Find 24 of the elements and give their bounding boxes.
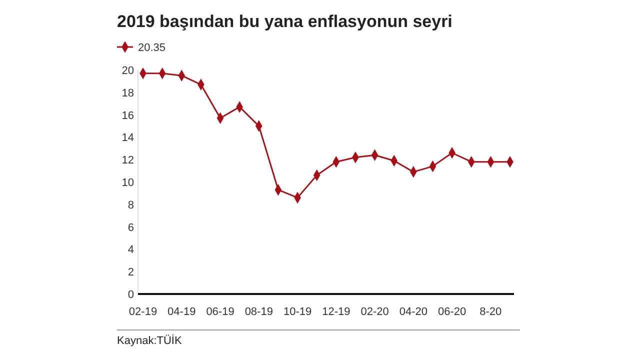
y-tick-label: 6 (128, 222, 134, 234)
y-tick-label: 8 (128, 199, 134, 212)
x-tick-label: 10-19 (283, 306, 312, 318)
x-tick-label: 02-20 (360, 306, 389, 318)
chart-title: 2019 başından bu yana enflasyonun seyri (117, 12, 452, 31)
x-tick-label: 8-20 (480, 306, 502, 318)
y-tick-label: 10 (122, 177, 134, 189)
y-tick-label: 0 (128, 289, 134, 301)
y-tick-label: 20 (122, 65, 134, 77)
x-tick-label: 06-20 (438, 306, 466, 318)
y-tick-label: 18 (122, 87, 134, 100)
x-tick-label: 08-19 (244, 306, 273, 318)
y-tick-label: 12 (122, 154, 134, 167)
y-tick-label: 4 (128, 244, 134, 256)
y-tick-label: 14 (122, 132, 134, 144)
y-tick-label: 2 (128, 266, 134, 279)
x-tick-label: 06-19 (206, 306, 234, 318)
text: Kaynak:TÜİK (117, 334, 182, 347)
x-tick-label: 04-19 (168, 306, 196, 318)
x-tick-label: 12-19 (322, 306, 350, 318)
y-tick-label: 16 (122, 110, 134, 122)
x-tick-label: 04-20 (399, 306, 428, 318)
legend-label: 20.35 (138, 42, 166, 54)
x-tick-label: 02-19 (128, 306, 158, 318)
